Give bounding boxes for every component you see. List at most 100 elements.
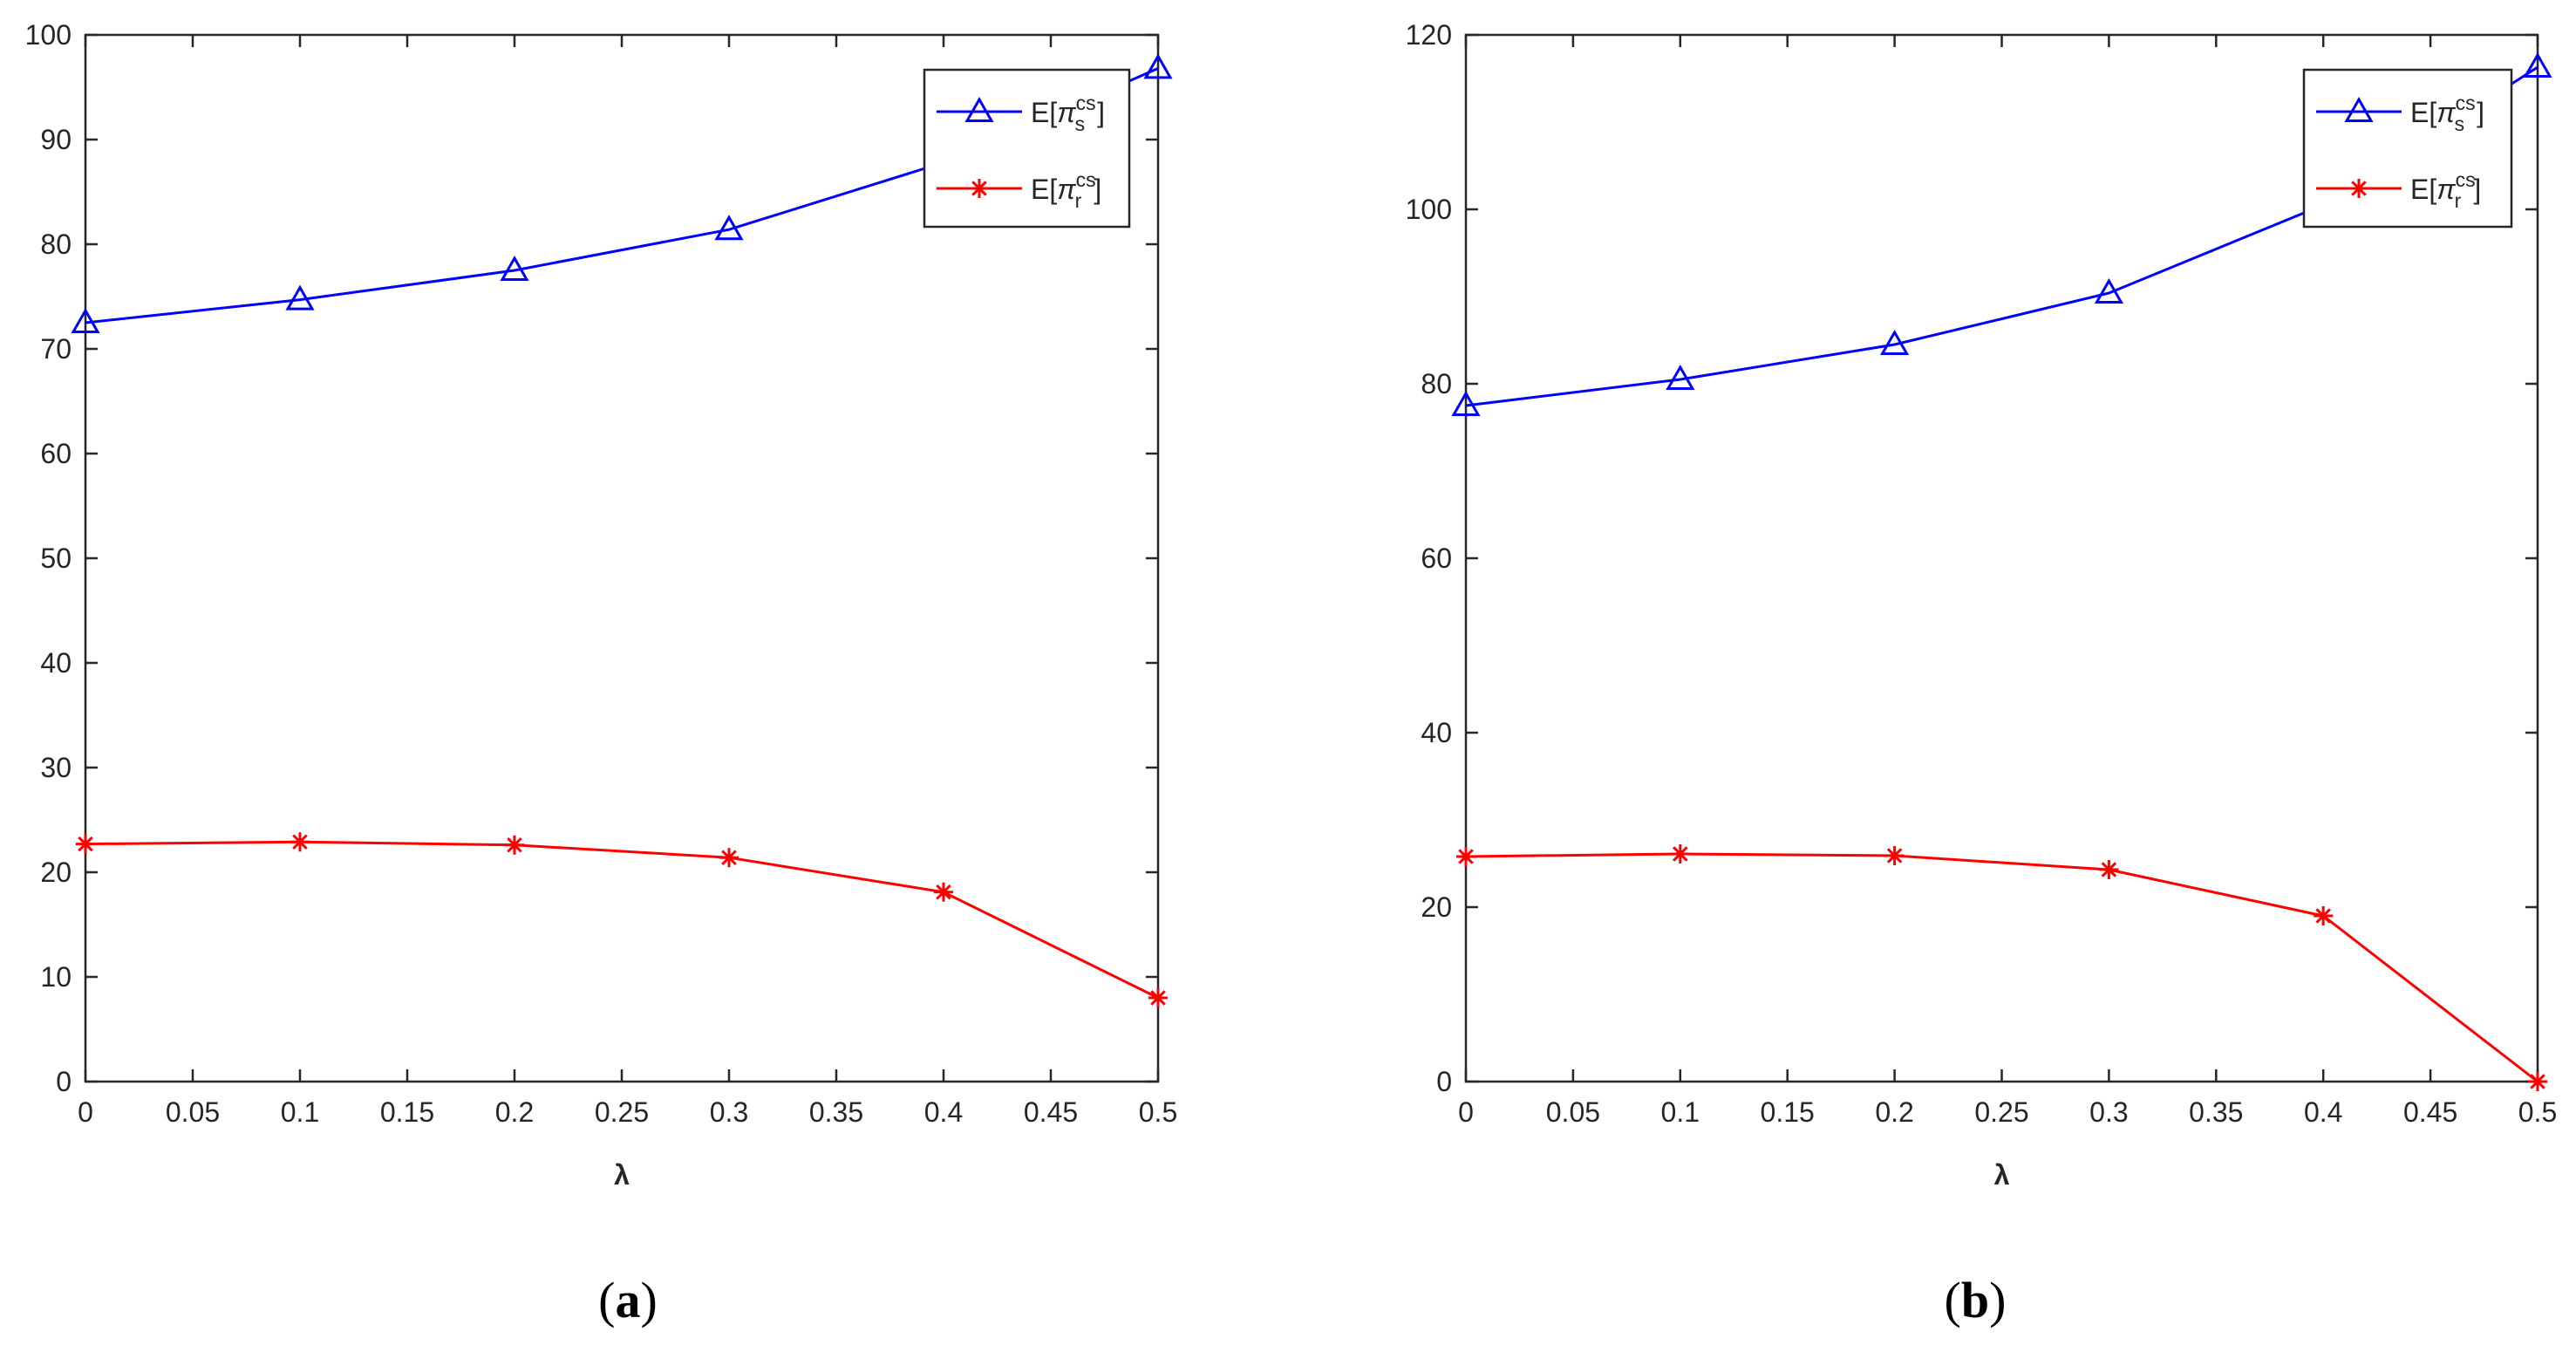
legend-box [2302, 68, 2513, 229]
legend-prefix: E[ [2410, 174, 2436, 205]
legend-sub: r [1075, 189, 1082, 212]
x-axis-label: λ [1994, 1159, 2010, 1191]
x-tick-label: 0.05 [166, 1096, 220, 1128]
x-tick-label: 0.15 [380, 1096, 434, 1128]
legend-label: E[πcs s] [1031, 92, 1105, 135]
legend-symbol: π [1057, 174, 1076, 205]
panel-label-a: (a) [598, 1272, 658, 1328]
data-point-asterisk [76, 834, 95, 854]
legend-sup: cs [2456, 92, 2476, 114]
y-tick-label: 60 [1421, 543, 1452, 574]
x-tick-label: 0.35 [2189, 1096, 2243, 1128]
legend-marker-asterisk [970, 179, 989, 198]
legend: E[πcs s]E[πcs r] [2302, 68, 2513, 229]
panel-label-b: (b) [1945, 1272, 2007, 1328]
legend-suffix: ] [2477, 97, 2484, 128]
x-tick-label: 0.1 [1661, 1096, 1700, 1128]
legend-prefix: E[ [1031, 174, 1057, 205]
y-tick-label: 20 [1421, 891, 1452, 923]
legend-sub: s [2455, 113, 2465, 135]
legend-suffix: ] [1094, 174, 1101, 205]
legend-marker-asterisk [2349, 179, 2368, 198]
y-tick-label: 80 [1421, 368, 1452, 399]
data-point-triangle [1451, 390, 1481, 416]
data-point-asterisk [290, 832, 310, 852]
legend-label: E[πcs r] [2410, 168, 2481, 212]
y-tick-label: 100 [25, 19, 72, 51]
data-point-triangle [2094, 277, 2123, 304]
legend-prefix: E[ [1031, 97, 1057, 128]
y-tick-label: 20 [40, 857, 72, 888]
x-tick-label: 0.4 [924, 1096, 963, 1128]
legend-sup: cs [1076, 168, 1096, 191]
x-axis-label: λ [614, 1159, 630, 1191]
y-tick-label: 0 [56, 1066, 72, 1097]
legend-symbol: π [1057, 97, 1076, 128]
x-tick-label: 0.2 [1875, 1096, 1913, 1128]
legend-prefix: E[ [2410, 97, 2436, 128]
x-tick-label: 0.5 [1139, 1096, 1177, 1128]
y-tick-label: 70 [40, 333, 72, 365]
legend-label: E[πcs r] [1031, 168, 1101, 212]
data-point-asterisk [2314, 906, 2334, 925]
legend-sup: cs [1076, 92, 1096, 114]
data-point-asterisk [1148, 988, 1168, 1007]
data-point-asterisk [2099, 860, 2119, 879]
chart-b: 0 0.05 0.1 0.15 0.2 0.25 0.3 0.35 0.4 0.45 0.5 0 20 4… [1406, 19, 2558, 1191]
data-point-triangle [2523, 51, 2552, 78]
x-tick-label: 0.5 [2518, 1096, 2557, 1128]
chart-a: 0 0.05 0.1 0.15 0.2 0.25 0.3 0.35 0.4 0.45 0.5 0 10 2… [25, 19, 1178, 1191]
legend-marker-triangle [2344, 96, 2374, 122]
data-point-asterisk [2528, 1072, 2547, 1091]
legend-sup: cs [2456, 168, 2476, 191]
data-point-triangle [1143, 53, 1173, 79]
legend: E[πcs s]E[πcs r] [923, 68, 1131, 229]
x-tick-label: 0.35 [809, 1096, 863, 1128]
legend-symbol: π [2436, 174, 2456, 205]
data-point-triangle [500, 255, 529, 281]
y-tick-label: 100 [1406, 194, 1452, 225]
x-tick-label: 0.3 [710, 1096, 748, 1128]
x-tick-label: 0.05 [1546, 1096, 1600, 1128]
x-tick-label: 0 [1458, 1096, 1474, 1128]
x-tick-label: 0.3 [2089, 1096, 2128, 1128]
y-tick-label: 80 [40, 229, 72, 260]
legend-marker-triangle [964, 96, 994, 122]
legend-sub: s [1075, 113, 1086, 135]
data-point-triangle [1880, 329, 1910, 355]
data-point-asterisk [1670, 844, 1690, 864]
data-point-asterisk [505, 835, 524, 855]
y-tick-label: 120 [1406, 19, 1452, 51]
y-tick-label: 40 [40, 647, 72, 679]
data-point-triangle [1666, 364, 1695, 390]
legend-sub: r [2455, 189, 2462, 212]
x-tick-label: 0.45 [2403, 1096, 2457, 1128]
y-tick-label: 10 [40, 961, 72, 993]
data-point-asterisk [934, 882, 953, 902]
data-point-triangle [714, 215, 744, 241]
x-tick-label: 0.1 [281, 1096, 319, 1128]
x-tick-label: 0.15 [1761, 1096, 1815, 1128]
data-point-triangle [71, 307, 100, 333]
series-line-r [85, 840, 1159, 1000]
y-tick-label: 40 [1421, 717, 1452, 748]
legend-box [923, 68, 1131, 229]
series-line-r [1465, 852, 2539, 1083]
x-tick-label: 0.2 [495, 1096, 534, 1128]
data-point-triangle [285, 284, 315, 311]
legend-suffix: ] [1097, 97, 1105, 128]
x-tick-label: 0.25 [595, 1096, 649, 1128]
y-tick-label: 90 [40, 124, 72, 155]
legend-symbol: π [2436, 97, 2456, 128]
y-tick-label: 50 [40, 543, 72, 574]
legend-suffix: ] [2473, 174, 2481, 205]
data-point-asterisk [719, 848, 739, 868]
legend-label: E[πcs s] [2410, 92, 2484, 135]
x-tick-label: 0.4 [2304, 1096, 2342, 1128]
y-tick-label: 60 [40, 438, 72, 469]
x-tick-label: 0.25 [1974, 1096, 2028, 1128]
x-tick-label: 0 [78, 1096, 93, 1128]
y-tick-label: 30 [40, 752, 72, 783]
x-tick-label: 0.45 [1024, 1096, 1078, 1128]
